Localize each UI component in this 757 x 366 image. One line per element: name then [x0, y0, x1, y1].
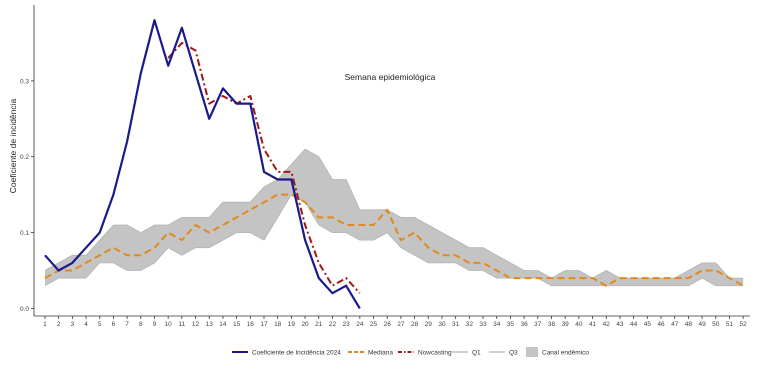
nowcasting-line — [167, 41, 361, 294]
x-tick-label: 40 — [575, 321, 583, 328]
x-tick-label: 25 — [370, 321, 378, 328]
x-tick-label: 48 — [685, 321, 693, 328]
x-tick-label: 14 — [219, 321, 227, 328]
x-tick-label: 10 — [165, 321, 173, 328]
x-tick-label: 37 — [534, 321, 542, 328]
x-tick-label: 51 — [726, 321, 734, 328]
x-tick-label: 11 — [178, 321, 185, 328]
y-tick-label: 0.3 — [20, 78, 29, 85]
y-tick-label: 0.2 — [20, 154, 29, 161]
legend-label-mediana: Mediana — [368, 350, 393, 357]
x-axis-label: Semana epidemiológica — [345, 72, 436, 82]
x-tick-label: 8 — [139, 321, 143, 328]
y-axis-label: Coeficiente de incidência — [8, 98, 18, 193]
x-tick-label: 3 — [71, 321, 75, 328]
legend-label-q3: Q3 — [509, 350, 518, 357]
x-tick-label: 32 — [466, 321, 474, 328]
x-tick-label: 44 — [630, 321, 638, 328]
x-tick-label: 5 — [98, 321, 102, 328]
x-tick-label: 9 — [153, 321, 157, 328]
x-tick-label: 46 — [657, 321, 665, 328]
legend-label-canal: Canal endêmico — [542, 350, 589, 357]
x-tick-label: 26 — [384, 321, 392, 328]
legend-label-nowcasting: Nowcasting — [418, 350, 452, 357]
incidencia-line — [44, 19, 361, 309]
x-tick-label: 6 — [112, 321, 116, 328]
x-tick-label: 4 — [84, 321, 88, 328]
x-tick-label: 20 — [301, 321, 309, 328]
x-tick-label: 23 — [343, 321, 351, 328]
x-tick-label: 17 — [260, 321, 268, 328]
y-tick-label: 0.1 — [20, 230, 29, 237]
x-tick-label: 1 — [43, 321, 47, 328]
x-tick-label: 38 — [548, 321, 556, 328]
x-tick-label: 13 — [206, 321, 214, 328]
x-tick-label: 21 — [315, 321, 323, 328]
x-tick-label: 34 — [493, 321, 501, 328]
endemic-channel-band — [45, 149, 744, 286]
x-tick-label: 22 — [329, 321, 337, 328]
x-tick-label: 16 — [247, 321, 255, 328]
legend-label-incidencia: Coeficiente de Incidência 2024 — [252, 350, 341, 357]
x-tick-label: 19 — [288, 321, 296, 328]
x-tick-label: 43 — [616, 321, 624, 328]
x-tick-label: 36 — [520, 321, 528, 328]
x-tick-label: 12 — [192, 321, 200, 328]
y-tick-label: 0.0 — [20, 306, 29, 313]
x-tick-label: 35 — [507, 321, 515, 328]
x-tick-label: 7 — [125, 321, 129, 328]
x-tick-label: 28 — [411, 321, 419, 328]
x-tick-label: 50 — [712, 321, 720, 328]
x-tick-label: 27 — [397, 321, 405, 328]
x-tick-label: 41 — [589, 321, 597, 328]
x-tick-label: 15 — [233, 321, 241, 328]
band-layer — [44, 148, 744, 287]
q3-line — [44, 148, 744, 279]
lines-layer — [44, 19, 744, 309]
x-tick-label: 47 — [671, 321, 679, 328]
x-tick-label: 29 — [425, 321, 433, 328]
x-tick-label: 39 — [562, 321, 570, 328]
legend: Coeficiente de Incidência 2024 Mediana Now… — [232, 347, 589, 357]
x-tick-label: 33 — [479, 321, 487, 328]
x-tick-label: 49 — [698, 321, 706, 328]
x-tick-label: 2 — [57, 321, 61, 328]
x-tick-label: 24 — [356, 321, 364, 328]
x-tick-label: 52 — [740, 321, 748, 328]
q1-line — [44, 194, 744, 287]
x-tick-label: 45 — [644, 321, 652, 328]
x-tick-label: 42 — [603, 321, 611, 328]
legend-swatch-canal — [526, 347, 538, 357]
x-tick-label: 31 — [452, 321, 460, 328]
legend-label-q1: Q1 — [472, 350, 481, 357]
axis-layer: Coeficiente de incidência Semana epidemi… — [8, 5, 750, 328]
x-tick-label: 30 — [438, 321, 446, 328]
x-tick-label: 18 — [274, 321, 282, 328]
